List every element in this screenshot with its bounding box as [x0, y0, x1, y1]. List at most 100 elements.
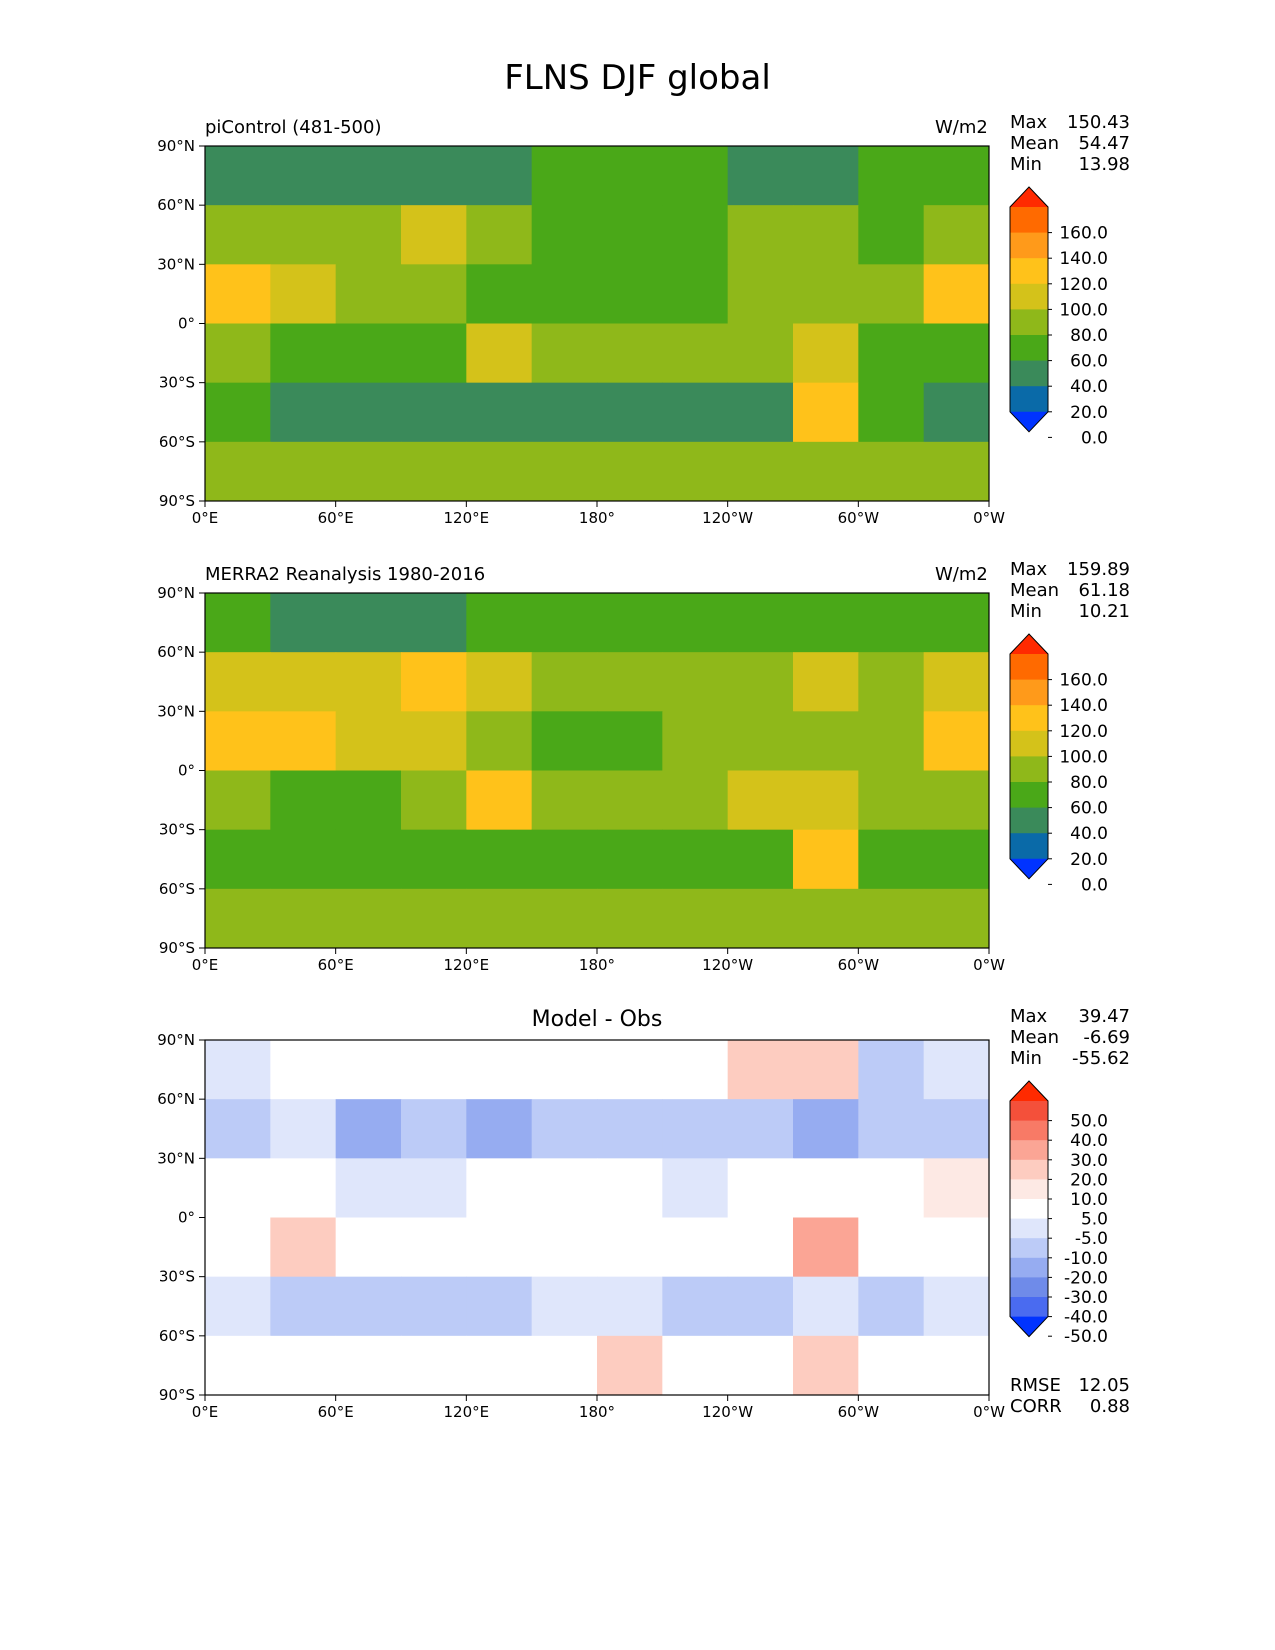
colorbar-bin [1010, 1238, 1048, 1259]
field-cell [466, 1276, 533, 1337]
field-cell [662, 711, 729, 771]
field-cell [531, 652, 598, 712]
field-cell [401, 1217, 467, 1278]
field-cell [466, 1099, 533, 1159]
field-cell [531, 323, 598, 384]
field-cell [270, 1040, 337, 1100]
field-cell [270, 1335, 337, 1396]
field-cell [205, 146, 271, 206]
panel-merra2: MERRA2 Reanalysis 1980-2016 W/m2 Max 159.… [0, 559, 1275, 1022]
field-cell [793, 770, 859, 831]
field-cell [401, 1335, 467, 1396]
field-cell [923, 323, 990, 384]
field-cell [793, 146, 859, 206]
field-cell [597, 1335, 663, 1396]
field-cell [205, 1158, 271, 1218]
map-chart: 90°N 60°N 30°N 0° 30°S 60°S 90°S0°E 60°E 120°E 18… [157, 584, 1108, 974]
x-tick-label: 60°W [838, 1403, 880, 1421]
field-cell [858, 146, 925, 206]
field-cells [205, 146, 990, 502]
field-cell [466, 1335, 533, 1396]
field-cell [205, 888, 271, 949]
field-cell [335, 1276, 402, 1337]
colorbar-label: 140.0 [1059, 696, 1108, 716]
x-tick-label: 120°W [702, 1403, 753, 1421]
field-cell [662, 1276, 729, 1337]
field-cell [335, 888, 402, 949]
field-cell [662, 1099, 729, 1159]
y-tick-label: 60°S [159, 433, 195, 451]
field-cell [597, 1276, 663, 1337]
field-cell [597, 323, 663, 384]
colorbar-label: 40.0 [1070, 1131, 1108, 1151]
field-cell [531, 264, 598, 324]
colorbar-label: 20.0 [1070, 403, 1108, 423]
field-cell [858, 888, 925, 949]
colorbar-bin [1010, 679, 1048, 706]
field-cells [205, 593, 990, 949]
colorbar-label: 5.0 [1081, 1210, 1108, 1230]
colorbar-label: -10.0 [1064, 1249, 1108, 1269]
y-tick-label: 30°S [159, 374, 195, 392]
field-cell [205, 205, 271, 265]
y-tick-label: 0° [178, 315, 195, 333]
x-tick-label: 0°E [192, 956, 219, 974]
colorbar-cap-top [1010, 187, 1048, 207]
y-tick-label: 30°S [159, 821, 195, 839]
x-tick-label: 180° [579, 1403, 615, 1421]
colorbar-bin [1010, 782, 1048, 809]
field-cell [727, 205, 794, 265]
field-cell [858, 1335, 925, 1396]
field-cell [466, 888, 533, 949]
field-cell [401, 1099, 467, 1159]
colorbar-label: -5.0 [1075, 1229, 1108, 1249]
field-cell [401, 1158, 467, 1218]
field-cell [923, 1158, 990, 1218]
x-tick-label: 0°W [973, 956, 1005, 974]
field-cell [335, 1158, 402, 1218]
field-cell [335, 323, 402, 384]
field-cell [858, 770, 925, 831]
y-tick-label: 90°S [159, 939, 195, 957]
field-cell [531, 770, 598, 831]
y-tick-label: 60°S [159, 880, 195, 898]
colorbar-bin [1010, 705, 1048, 732]
field-cell [270, 652, 337, 712]
field-cell [923, 205, 990, 265]
field-cell [858, 205, 925, 265]
field-cell [401, 770, 467, 831]
field-cell [531, 205, 598, 265]
field-cell [793, 1158, 859, 1218]
field-cell [531, 1276, 598, 1337]
colorbar-label: 80.0 [1070, 773, 1108, 793]
field-cell [923, 264, 990, 324]
colorbar-label: 100.0 [1059, 300, 1108, 320]
panel-units: W/m2 [935, 117, 988, 138]
field-cell [270, 770, 337, 831]
field-cell [270, 382, 337, 443]
field-cell [727, 1158, 794, 1218]
field-cell [270, 323, 337, 384]
colorbar-label: -50.0 [1064, 1327, 1108, 1347]
field-cell [205, 1335, 271, 1396]
field-cell [270, 888, 337, 949]
colorbar-label: 0.0 [1081, 428, 1108, 448]
field-cell [858, 652, 925, 712]
field-cell [531, 1099, 598, 1159]
field-cell [727, 888, 794, 949]
field-cell [466, 441, 533, 502]
field-cells [205, 1040, 990, 1396]
field-cell [335, 711, 402, 771]
colorbar-label: 140.0 [1059, 249, 1108, 269]
field-cell [205, 1099, 271, 1159]
field-cell [727, 652, 794, 712]
colorbar-bin [1010, 1120, 1048, 1141]
panel-units: W/m2 [935, 564, 988, 585]
field-cell [858, 1158, 925, 1218]
colorbar-label: 120.0 [1059, 722, 1108, 742]
panel-left-title: MERRA2 Reanalysis 1980-2016 [205, 564, 486, 585]
x-tick-label: 120°W [702, 509, 753, 527]
field-cell [205, 264, 271, 324]
colorbar-bin [1010, 1140, 1048, 1161]
field-cell [923, 770, 990, 831]
